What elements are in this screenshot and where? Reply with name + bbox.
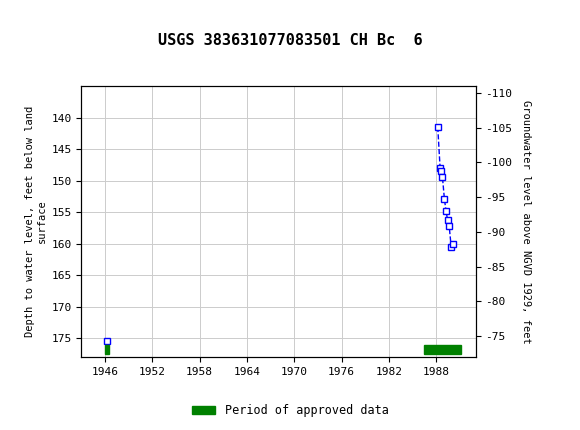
Y-axis label: Depth to water level, feet below land
surface: Depth to water level, feet below land su… [25,106,47,337]
Y-axis label: Groundwater level above NGVD 1929, feet: Groundwater level above NGVD 1929, feet [521,100,531,343]
Bar [105,344,109,354]
Text: ≡USGS: ≡USGS [9,10,72,31]
Bar [425,344,462,354]
Legend: Period of approved data: Period of approved data [187,399,393,422]
Text: USGS 383631077083501 CH Bc  6: USGS 383631077083501 CH Bc 6 [158,34,422,48]
